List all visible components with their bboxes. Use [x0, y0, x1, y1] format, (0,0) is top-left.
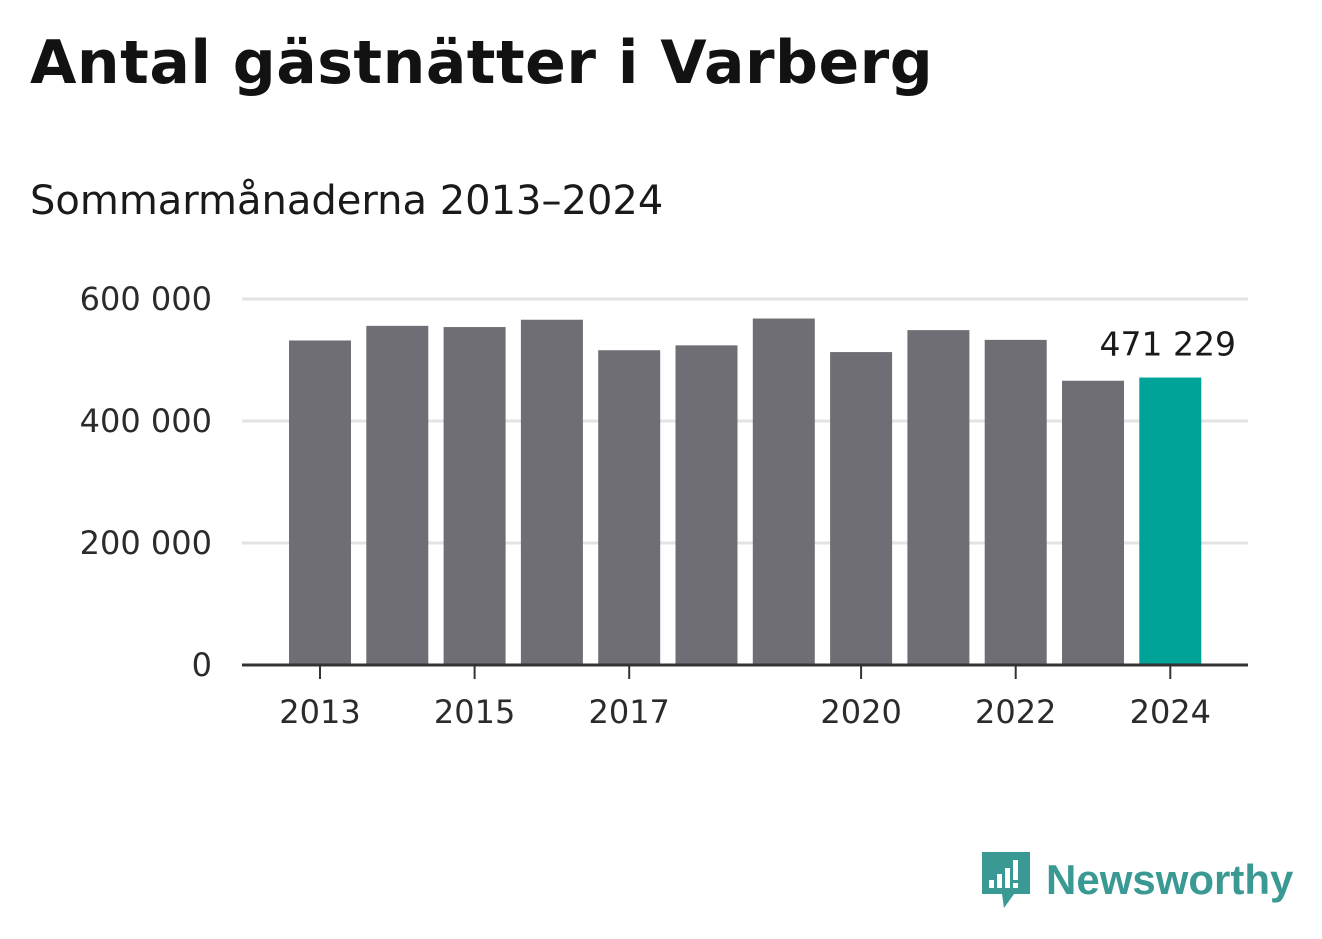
bar	[907, 330, 970, 665]
y-tick-label: 400 000	[80, 402, 212, 440]
bars	[289, 318, 1202, 665]
y-tick-label: 200 000	[80, 524, 212, 562]
x-tick-label: 2024	[1130, 693, 1211, 731]
axes	[242, 663, 1248, 679]
chart-subtitle: Sommarmånaderna 2013–2024	[30, 178, 664, 224]
bar	[598, 350, 661, 665]
newsworthy-chart-bubble-icon	[982, 852, 1030, 908]
y-tick-label: 0	[192, 646, 212, 684]
bar	[443, 327, 506, 665]
x-tick-label: 2015	[434, 693, 515, 731]
bar	[675, 345, 738, 665]
chart-title: Antal gästnätter i Varberg	[30, 28, 934, 98]
x-tick-label: 2020	[820, 693, 901, 731]
x-tick-label: 2017	[588, 693, 669, 731]
bar	[289, 340, 351, 665]
bar	[752, 318, 815, 665]
labels: 0 200 000 400 000 600 000 2013 2015 2017 2020 20…	[80, 280, 1236, 731]
bar	[984, 339, 1047, 665]
x-tick-label: 2022	[975, 693, 1056, 731]
bar	[1139, 377, 1202, 665]
bar	[520, 319, 583, 665]
newsworthy-logo: Newsworthy	[980, 850, 1293, 910]
brand-name: Newsworthy	[1046, 856, 1294, 903]
bar	[366, 325, 429, 665]
y-tick-label: 600 000	[80, 280, 212, 318]
x-tick-label: 2013	[279, 693, 360, 731]
bar	[1062, 380, 1124, 665]
data-label: 471 229	[1100, 325, 1236, 364]
bar	[830, 352, 893, 665]
